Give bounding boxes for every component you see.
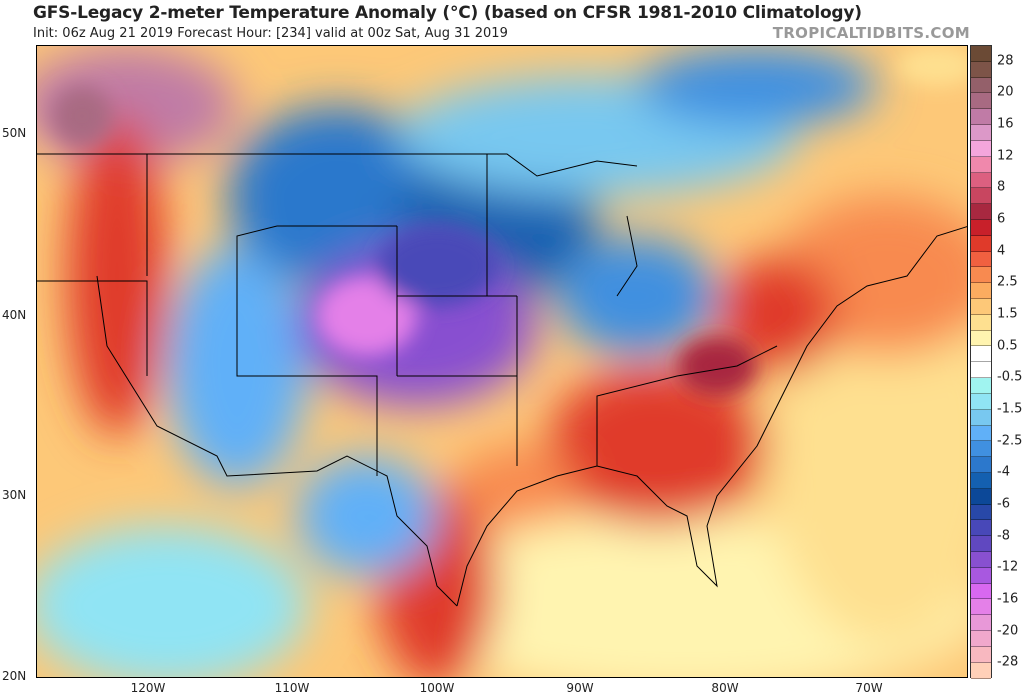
colorbar-bin xyxy=(971,599,991,616)
colorbar-bin xyxy=(971,457,991,473)
colorbar-bin xyxy=(971,488,991,505)
lon-label-90w: 90W xyxy=(566,681,594,695)
colorbar-label: 28 xyxy=(997,53,1014,69)
colorbar-bin xyxy=(971,646,991,663)
colorbar-label: -20 xyxy=(997,623,1019,639)
lat-label-20n: 20N xyxy=(2,669,27,683)
colorbar-bin xyxy=(971,662,991,679)
colorbar-bin xyxy=(971,283,991,299)
colorbar-label: 12 xyxy=(997,148,1014,164)
colorbar-bin xyxy=(971,46,991,62)
colorbar-bin xyxy=(971,425,991,442)
colorbar-label: -16 xyxy=(997,591,1019,607)
colorbar-bin xyxy=(971,172,991,189)
colorbar-bin xyxy=(971,441,991,458)
lon-label-80w: 80W xyxy=(711,681,739,695)
colorbar-bin xyxy=(971,393,991,410)
lat-label-40n: 40N xyxy=(2,308,27,322)
colorbar-bin xyxy=(971,520,991,537)
colorbar-bin xyxy=(971,504,991,521)
colorbar-bin xyxy=(971,251,991,268)
colorbar-bin xyxy=(971,109,991,126)
colorbar-label: -0.5 xyxy=(997,369,1023,385)
temperature-anomaly-map xyxy=(36,45,968,678)
colorbar-bin xyxy=(971,409,991,426)
colorbar-bin xyxy=(971,615,991,632)
colorbar-bin xyxy=(971,536,991,552)
colorbar-bin xyxy=(971,567,991,584)
colorbar-label: 16 xyxy=(997,116,1014,132)
colorbar-label: 20 xyxy=(997,84,1014,100)
colorbar-bin xyxy=(971,314,991,331)
colorbar-label: 4 xyxy=(997,243,1006,259)
colorbar-label: -2.5 xyxy=(997,433,1023,449)
colorbar-label: -8 xyxy=(997,528,1010,544)
colorbar-bin xyxy=(971,204,991,220)
colorbar-bin xyxy=(971,631,991,647)
brand-watermark: TROPICALTIDBITS.COM xyxy=(772,24,970,42)
colorbar-bin xyxy=(971,583,991,600)
colorbar-bin xyxy=(971,346,991,363)
colorbar-bin xyxy=(971,140,991,157)
colorbar-label: -4 xyxy=(997,464,1010,480)
lon-label-120w: 120W xyxy=(130,681,166,695)
lon-label-70w: 70W xyxy=(855,681,883,695)
colorbar-label: 8 xyxy=(997,179,1006,195)
colorbar-bin xyxy=(971,61,991,78)
colorbar-bin xyxy=(971,330,991,347)
lon-label-100w: 100W xyxy=(419,681,455,695)
colorbar-label: -1.5 xyxy=(997,401,1023,417)
colorbar-label: -12 xyxy=(997,559,1019,575)
lon-label-110w: 110W xyxy=(274,681,310,695)
map-title: GFS-Legacy 2-meter Temperature Anomaly (… xyxy=(33,3,862,23)
colorbar-label: -28 xyxy=(997,654,1019,670)
colorbar xyxy=(970,45,992,679)
colorbar-bin xyxy=(971,378,991,394)
colorbar-bin xyxy=(971,125,991,141)
colorbar-bin xyxy=(971,77,991,94)
colorbar-label: 6 xyxy=(997,211,1006,227)
forecast-info: Init: 06z Aug 21 2019 Forecast Hour: [23… xyxy=(33,26,508,41)
colorbar-label: -6 xyxy=(997,496,1010,512)
colorbar-bin xyxy=(971,188,991,205)
colorbar-label: 1.5 xyxy=(997,306,1018,322)
colorbar-bin xyxy=(971,472,991,489)
colorbar-bin xyxy=(971,299,991,315)
colorbar-bin xyxy=(971,93,991,110)
colorbar-bin xyxy=(971,267,991,284)
colorbar-label: 2.5 xyxy=(997,274,1018,290)
lat-label-30n: 30N xyxy=(2,488,27,502)
colorbar-bin xyxy=(971,219,991,236)
colorbar-label: 0.5 xyxy=(997,338,1018,354)
map-field xyxy=(37,46,967,677)
colorbar-bin xyxy=(971,362,991,379)
colorbar-bin xyxy=(971,156,991,173)
lat-label-50n: 50N xyxy=(2,126,27,140)
colorbar-bin xyxy=(971,552,991,568)
colorbar-bin xyxy=(971,235,991,252)
